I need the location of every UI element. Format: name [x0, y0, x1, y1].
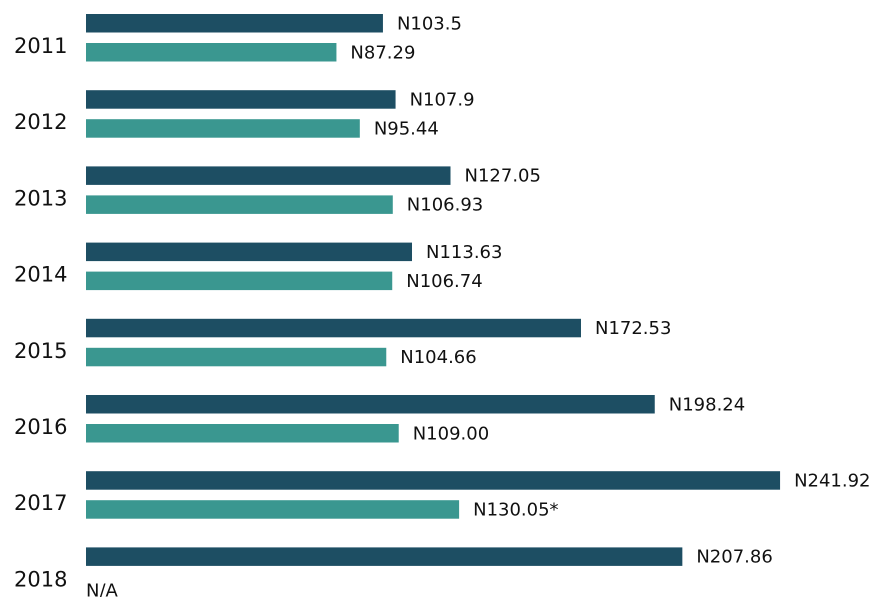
bar	[86, 500, 460, 519]
category-label: 2012	[14, 110, 67, 134]
value-label: N207.86	[696, 547, 772, 568]
bar	[86, 166, 451, 185]
value-label: N104.66	[400, 347, 476, 368]
bar	[86, 90, 396, 109]
value-label: N95.44	[374, 118, 439, 139]
category-label: 2016	[14, 415, 67, 439]
bar	[86, 318, 581, 338]
value-label: N/A	[86, 581, 119, 597]
value-label: N127.05	[465, 166, 541, 187]
category-label: 2014	[14, 263, 67, 287]
bar	[86, 547, 683, 566]
value-label: N241.92	[794, 470, 870, 491]
category-label: 2011	[14, 34, 67, 58]
value-label: N106.93	[407, 195, 483, 216]
value-label: N107.9	[410, 89, 475, 110]
bar	[86, 424, 399, 443]
bar	[86, 195, 393, 214]
value-label: N87.29	[350, 42, 415, 63]
value-label: N109.00	[413, 423, 489, 444]
value-label: N130.05*	[473, 499, 558, 520]
category-label: 2015	[14, 339, 67, 363]
bar	[86, 395, 655, 414]
category-label: 2017	[14, 491, 67, 515]
category-label: 2018	[14, 567, 67, 591]
value-label: N103.5	[397, 13, 462, 34]
bar	[86, 119, 360, 138]
category-label: 2013	[14, 186, 67, 210]
bar	[86, 471, 781, 490]
bar	[86, 242, 413, 262]
value-label: N106.74	[406, 271, 482, 292]
bar	[86, 43, 337, 62]
bar	[86, 347, 387, 367]
value-label: N172.53	[595, 318, 671, 339]
value-label: N113.63	[426, 242, 502, 263]
value-label: N198.24	[669, 394, 745, 415]
bar	[86, 271, 393, 291]
bar	[86, 14, 383, 33]
